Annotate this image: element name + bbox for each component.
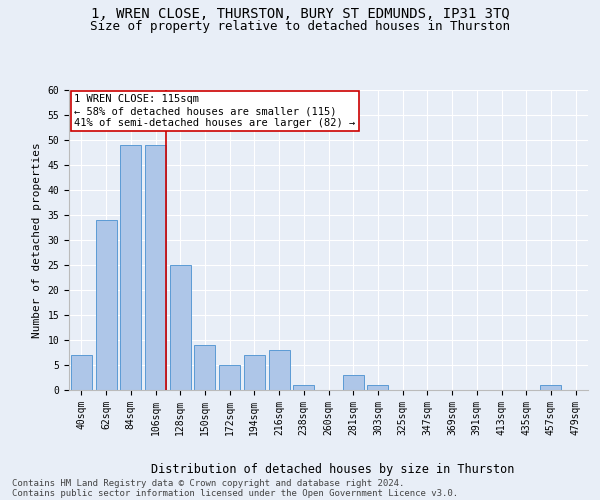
Bar: [194, 345, 215, 390]
Bar: [367, 385, 388, 390]
Bar: [269, 350, 290, 390]
Bar: [120, 145, 141, 390]
Text: Contains HM Land Registry data © Crown copyright and database right 2024.: Contains HM Land Registry data © Crown c…: [12, 478, 404, 488]
Text: 1 WREN CLOSE: 115sqm
← 58% of detached houses are smaller (115)
41% of semi-deta: 1 WREN CLOSE: 115sqm ← 58% of detached h…: [74, 94, 355, 128]
Y-axis label: Number of detached properties: Number of detached properties: [32, 142, 42, 338]
Text: Size of property relative to detached houses in Thurston: Size of property relative to detached ho…: [90, 20, 510, 33]
Bar: [71, 355, 92, 390]
Bar: [343, 375, 364, 390]
Text: 1, WREN CLOSE, THURSTON, BURY ST EDMUNDS, IP31 3TQ: 1, WREN CLOSE, THURSTON, BURY ST EDMUNDS…: [91, 8, 509, 22]
Text: Distribution of detached houses by size in Thurston: Distribution of detached houses by size …: [151, 462, 515, 475]
Bar: [244, 355, 265, 390]
Bar: [293, 385, 314, 390]
Text: Contains public sector information licensed under the Open Government Licence v3: Contains public sector information licen…: [12, 488, 458, 498]
Bar: [219, 365, 240, 390]
Bar: [170, 265, 191, 390]
Bar: [145, 145, 166, 390]
Bar: [541, 385, 562, 390]
Bar: [95, 220, 116, 390]
